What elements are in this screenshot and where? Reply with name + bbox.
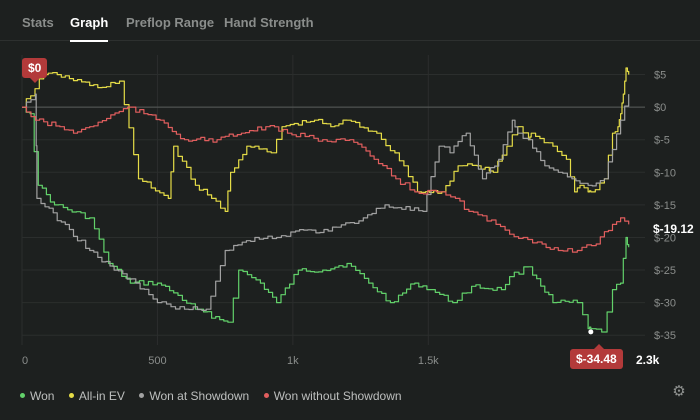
x-tick-label: 1k bbox=[287, 355, 299, 367]
y-tick-label: $0 bbox=[654, 102, 666, 114]
legend-label: All-in EV bbox=[78, 389, 125, 403]
y-tick-label: $-15 bbox=[654, 200, 676, 212]
legend-dot bbox=[139, 393, 145, 399]
series-line-won-at-showdown bbox=[22, 93, 630, 311]
y-tick-label: $-35 bbox=[654, 330, 676, 342]
tab-preflop-range[interactable]: Preflop Range bbox=[126, 15, 215, 30]
y-tick-label: $-25 bbox=[654, 265, 676, 277]
legend-dot bbox=[263, 393, 269, 399]
y-tick-label: $-5 bbox=[654, 135, 670, 147]
legend-label: Won at Showdown bbox=[149, 389, 250, 403]
x-tick-label: 0 bbox=[22, 355, 28, 367]
tab-hand-strength[interactable]: Hand Strength bbox=[224, 15, 314, 30]
legend-label: Won without Showdown bbox=[273, 389, 402, 403]
legend-item-won-without-showdown[interactable]: Won without Showdown bbox=[263, 389, 402, 403]
profit-graph[interactable]: $5 $0 $-5 $-10 $-15 $-20 $-25 $-30 $-35 0 500 1k 1.5… bbox=[0, 40, 700, 370]
x-tick-label: 1.5k bbox=[418, 355, 439, 367]
legend-item-won-at-showdown[interactable]: Won at Showdown bbox=[139, 389, 249, 403]
legend-dot bbox=[20, 393, 25, 399]
legend-item-all-in-ev[interactable]: All-in EV bbox=[68, 389, 125, 403]
series-line-won-without-showdown bbox=[22, 106, 630, 253]
highlight-point bbox=[588, 329, 594, 335]
tab-graph[interactable]: Graph bbox=[70, 15, 109, 42]
y-tick-label: $-20 bbox=[654, 232, 676, 244]
x-tick-label: 500 bbox=[148, 355, 166, 367]
tab-stats[interactable]: Stats bbox=[22, 15, 54, 30]
end-value-label: $-19.12 bbox=[653, 222, 694, 236]
start-value-badge: $0 bbox=[22, 58, 48, 83]
tab-bar: Stats Graph Preflop Range Hand Strength bbox=[0, 0, 700, 42]
gear-icon[interactable]: ⚙ bbox=[672, 383, 686, 400]
series-line-won bbox=[22, 106, 630, 333]
cursor-x-label: 2.3k bbox=[636, 353, 660, 367]
cursor-value-badge: $-34.48 bbox=[570, 344, 623, 369]
y-tick-label: $5 bbox=[654, 70, 666, 82]
series-line-all-in-ev bbox=[22, 67, 630, 212]
chart-legend: Won All-in EV Won at Showdown Won withou… bbox=[20, 387, 412, 403]
y-tick-label: $-10 bbox=[654, 167, 676, 179]
legend-label: Won bbox=[30, 389, 55, 403]
y-tick-label: $-30 bbox=[654, 298, 676, 310]
legend-dot bbox=[68, 393, 74, 399]
legend-item-won[interactable]: Won bbox=[20, 389, 54, 403]
